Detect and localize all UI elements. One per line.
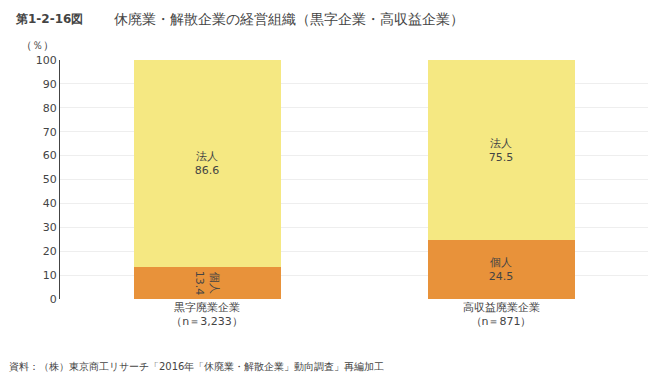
svg-text:30: 30 [43, 221, 57, 234]
svg-text:高収益廃業企業（n＝871）: 高収益廃業企業（n＝871） [463, 301, 540, 328]
svg-text:第1-2-16図: 第1-2-16図 [15, 12, 83, 26]
svg-text:0: 0 [50, 293, 57, 306]
svg-text:90: 90 [43, 78, 57, 91]
svg-text:60: 60 [43, 149, 57, 162]
svg-text:（％）: （％） [21, 39, 54, 52]
svg-text:100: 100 [36, 54, 57, 67]
svg-text:個人13.4: 個人13.4 [193, 271, 220, 296]
svg-text:資料：（株）東京商工リサーチ「2016年「休廃業・解散企業」: 資料：（株）東京商工リサーチ「2016年「休廃業・解散企業」動向調査」再編加工 [9, 361, 384, 372]
svg-text:黒字廃業企業（n＝3,233）: 黒字廃業企業（n＝3,233） [171, 301, 242, 328]
svg-text:休廃業・解散企業の経営組織（黒字企業・高収益企業）: 休廃業・解散企業の経営組織（黒字企業・高収益企業） [114, 11, 464, 27]
svg-text:80: 80 [43, 102, 57, 115]
svg-text:20: 20 [43, 245, 57, 258]
svg-text:個人24.5: 個人24.5 [489, 256, 514, 283]
svg-text:10: 10 [43, 269, 57, 282]
svg-text:50: 50 [43, 173, 57, 186]
svg-text:70: 70 [43, 126, 57, 139]
svg-text:40: 40 [43, 197, 57, 210]
svg-text:法人75.5: 法人75.5 [489, 137, 514, 164]
svg-text:法人86.6: 法人86.6 [195, 150, 220, 177]
